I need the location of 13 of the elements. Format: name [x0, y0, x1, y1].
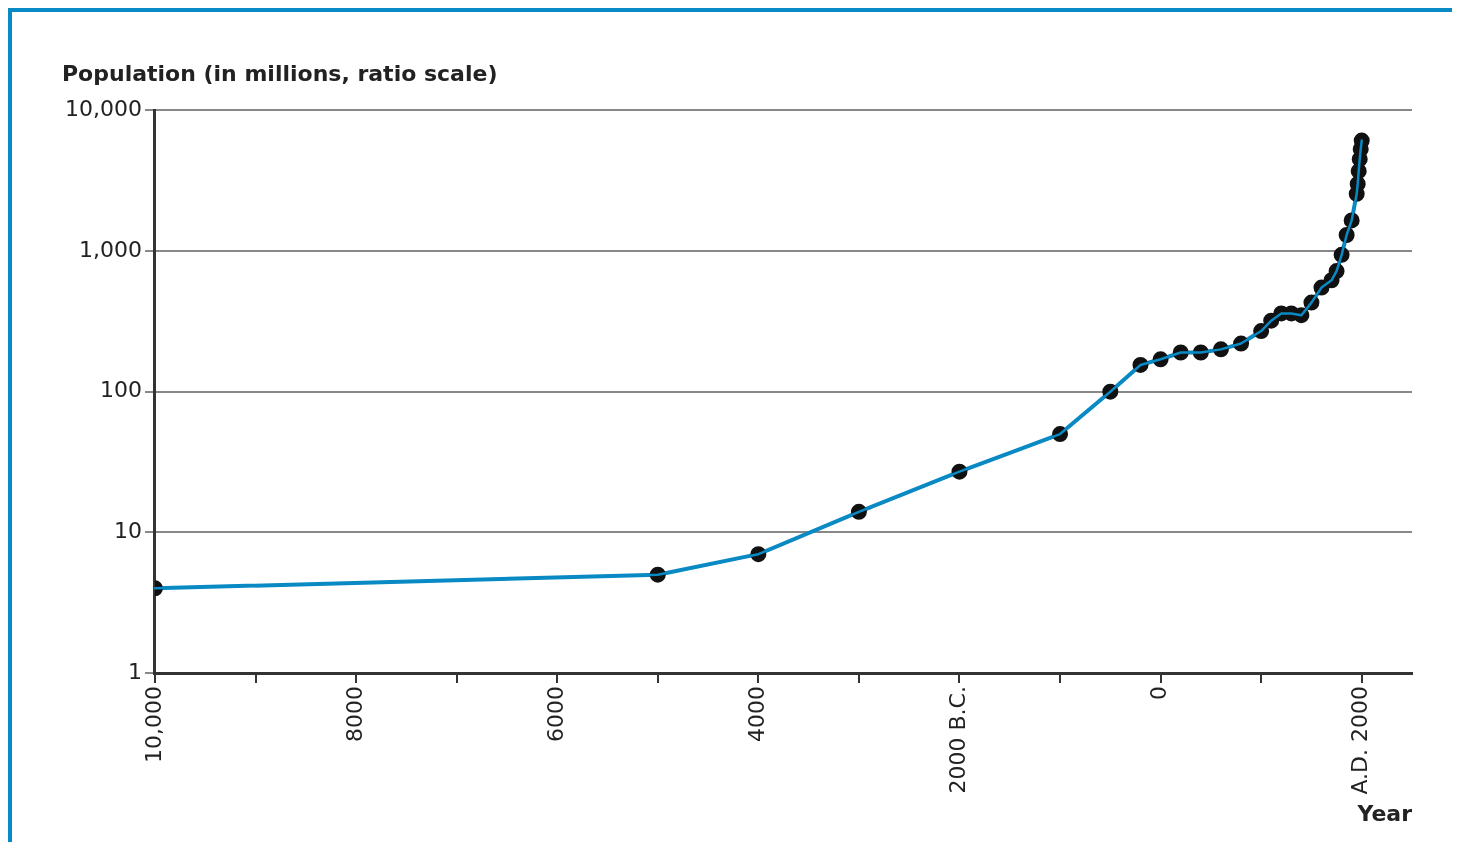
x-tick-label: 2000 B.C. — [945, 686, 971, 794]
x-tick-label: 6000 — [542, 686, 568, 743]
x-tick-label: 0 — [1146, 686, 1172, 701]
x-tick-label: 4000 — [744, 686, 770, 743]
y-tick-label: 10,000 — [64, 96, 142, 122]
y-tick-label: 10 — [113, 518, 142, 544]
y-axis-title: Population (in millions, ratio scale) — [62, 60, 498, 86]
y-tick-label: 1,000 — [78, 236, 142, 262]
x-tick-label: A.D. 2000 — [1347, 686, 1373, 795]
x-tick-label: 8000 — [341, 686, 367, 743]
x-axis-title: Year — [1356, 800, 1413, 826]
y-tick-label: 1 — [127, 658, 142, 684]
y-tick-label: 100 — [99, 377, 142, 403]
